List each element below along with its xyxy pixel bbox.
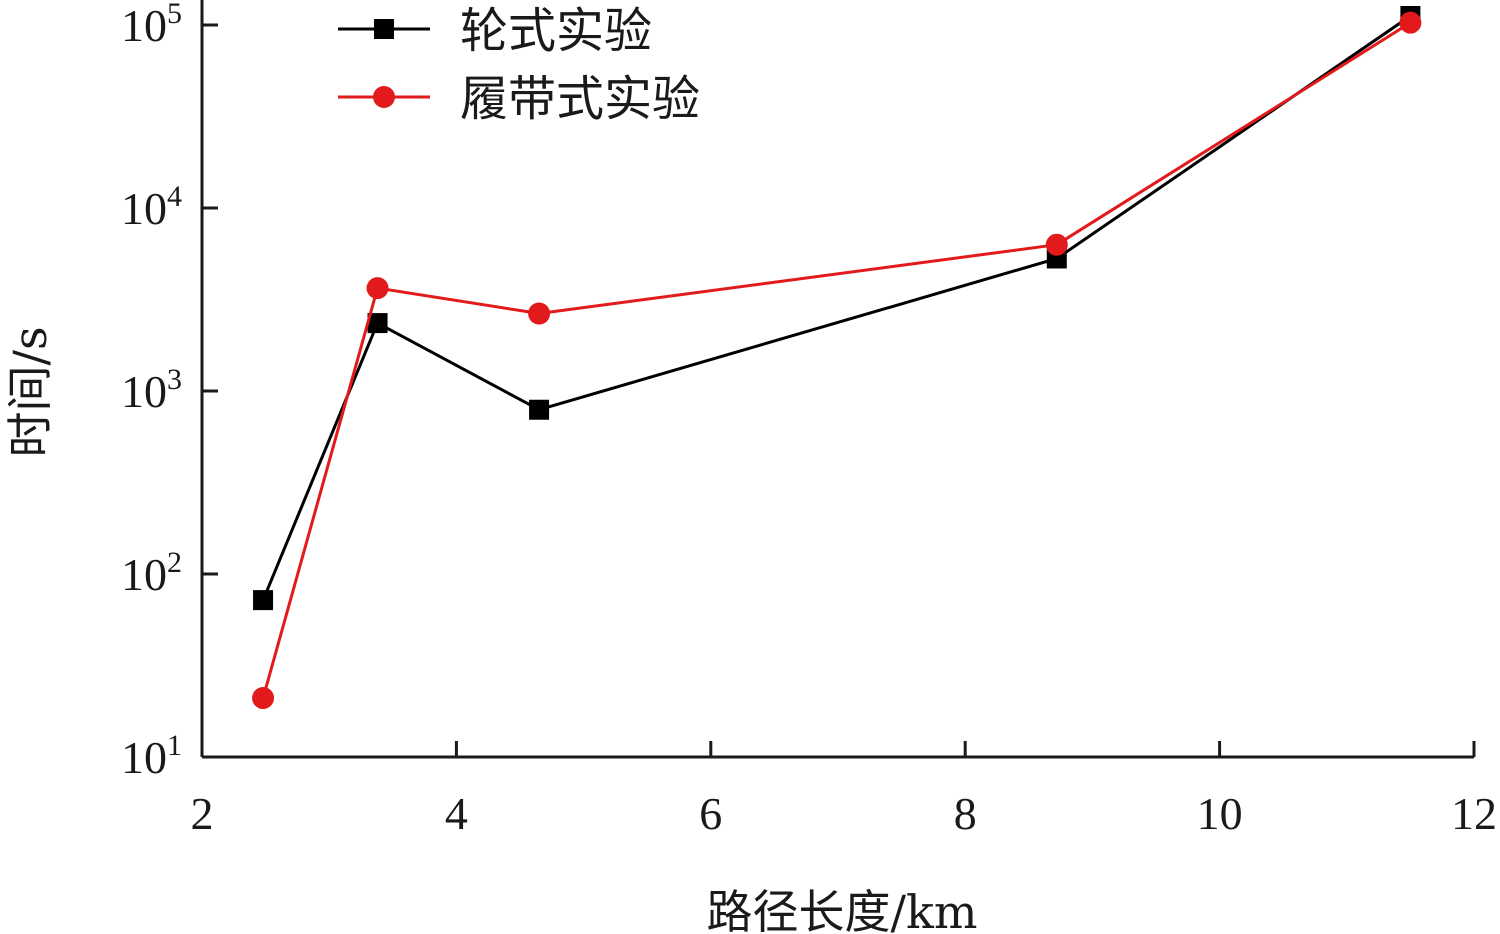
y-tick-label: 105 bbox=[121, 0, 182, 51]
x-axis-title: 路径长度/km bbox=[707, 885, 978, 934]
series bbox=[252, 5, 1422, 710]
y-tick-label: 101 bbox=[121, 729, 182, 783]
x-tick-label: 8 bbox=[954, 788, 977, 839]
x-tick-label: 12 bbox=[1451, 788, 1497, 839]
y-axis-title: 时间/s bbox=[3, 326, 57, 457]
y-tick-label: 103 bbox=[121, 363, 182, 417]
y-tick-label: 104 bbox=[121, 180, 182, 234]
data-point-circle bbox=[252, 687, 275, 710]
legend-marker-wheel bbox=[374, 19, 394, 39]
y-tick-label: 102 bbox=[121, 546, 182, 600]
y-ticks: 101 102 103 104 105 bbox=[121, 0, 218, 783]
axes bbox=[200, 0, 1474, 759]
x-ticks: 2 4 6 8 10 12 bbox=[191, 741, 1497, 839]
x-tick-label: 6 bbox=[699, 788, 722, 839]
data-point-square bbox=[529, 399, 550, 420]
legend-label-track: 履带式实验 bbox=[460, 71, 700, 127]
x-tick-label: 4 bbox=[445, 788, 468, 839]
legend-label-wheel: 轮式实验 bbox=[460, 3, 652, 59]
data-point-square bbox=[367, 313, 388, 334]
series-line-1 bbox=[261, 21, 1412, 699]
legend-marker-track bbox=[373, 86, 395, 108]
legend: 轮式实验 履带式实验 bbox=[338, 3, 700, 127]
data-point-circle bbox=[1399, 11, 1422, 34]
x-tick-label: 10 bbox=[1197, 788, 1243, 839]
data-point-circle bbox=[366, 277, 389, 300]
data-point-square bbox=[253, 590, 274, 611]
data-point-circle bbox=[528, 302, 551, 325]
x-tick-label: 2 bbox=[191, 788, 214, 839]
data-point-circle bbox=[1045, 233, 1068, 256]
series-line-0 bbox=[261, 14, 1412, 601]
